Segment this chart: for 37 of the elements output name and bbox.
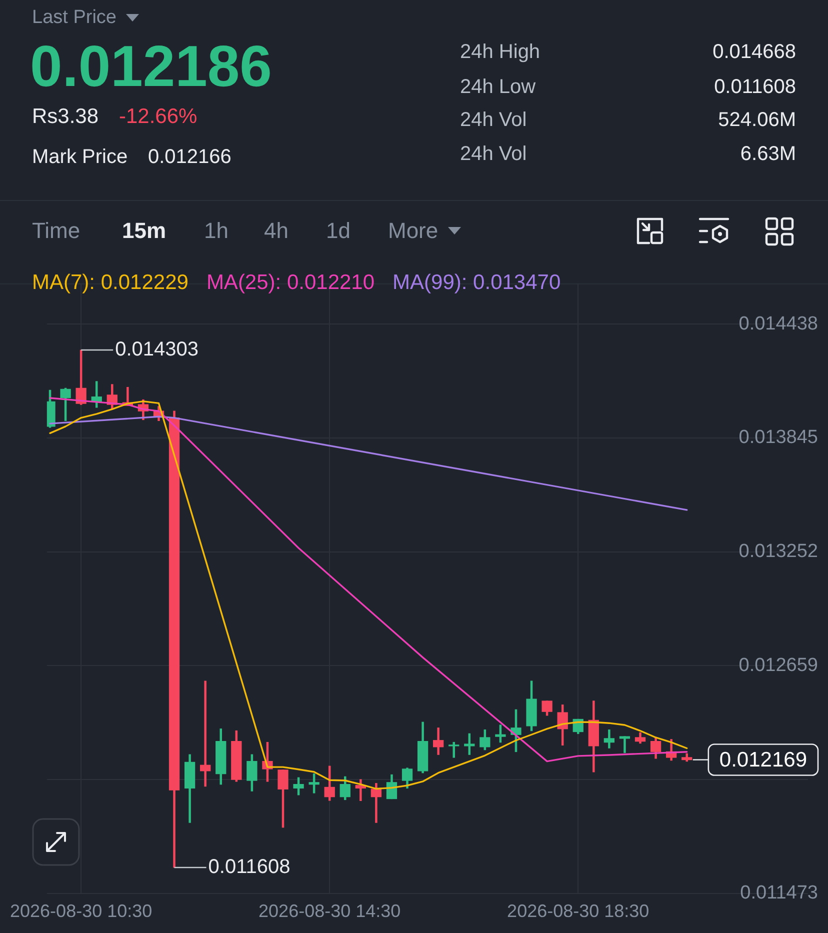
text: 524.06M [718, 108, 796, 132]
text: 24h Vol [460, 142, 527, 166]
text: 4h [264, 218, 288, 244]
text: More [388, 218, 438, 244]
text: 0.014668 [712, 40, 796, 64]
annotation: 0.014303 [115, 338, 198, 361]
text: 15m [122, 218, 166, 244]
y-tick-label: 0.011473 [740, 882, 818, 904]
text: Mark Price [32, 145, 128, 169]
text: 24h Vol [460, 108, 527, 132]
text: 1h [204, 218, 228, 244]
text: MA(7): 0.012229 [32, 270, 188, 296]
text: 0.012186 [30, 33, 272, 102]
text: -12.66% [119, 104, 198, 130]
candlestick [200, 680, 211, 787]
y-tick-label: 0.014438 [738, 313, 818, 334]
y-tick-label: 0.013252 [738, 541, 818, 562]
text: MA(99): 0.013470 [392, 270, 561, 296]
y-tick-label: 0.012659 [738, 654, 818, 676]
text: Time [32, 218, 80, 244]
text: MA(25): 0.012210 [206, 270, 375, 296]
ref-line-label: 0.012169 [719, 748, 807, 772]
text: 24h High [460, 40, 540, 64]
x-tick-label: 2026-08-30 14:30 [258, 901, 401, 922]
text: 1d [326, 218, 350, 244]
text: 6.63M [740, 142, 796, 166]
text: Last Price [32, 6, 116, 30]
text: Rs3.38 [32, 104, 99, 130]
text: 0.011608 [714, 75, 796, 99]
candlestick [619, 736, 630, 753]
annotation: 0.011608 [208, 856, 290, 878]
x-tick-label: 2026-08-30 18:30 [507, 901, 650, 922]
y-tick-label: 0.013845 [738, 427, 818, 448]
x-tick-label: 2026-08-30 10:30 [10, 901, 152, 922]
text: 24h Low [460, 75, 536, 99]
candlestick [448, 742, 460, 758]
text: 0.012166 [148, 145, 232, 169]
